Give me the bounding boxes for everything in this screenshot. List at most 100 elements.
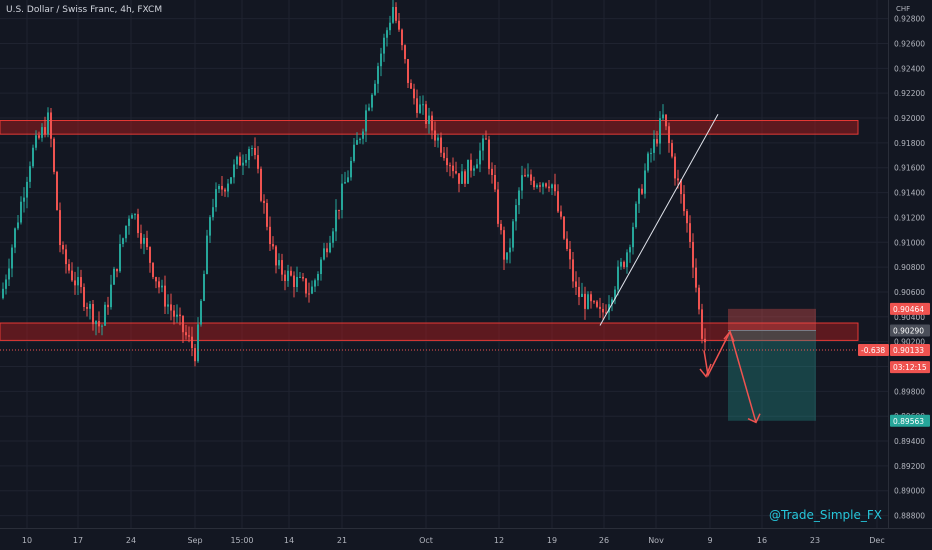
candle-body	[488, 139, 490, 169]
candle-body	[377, 66, 379, 84]
candle-body	[659, 118, 661, 144]
candle-body	[347, 177, 349, 183]
time-tick-label: Oct	[419, 536, 433, 545]
candle-body	[497, 189, 499, 224]
candle-body	[368, 107, 370, 111]
candle-body	[242, 162, 244, 166]
candle-body	[332, 231, 334, 243]
candle-body	[227, 183, 229, 192]
price-label-bg	[890, 324, 930, 337]
time-tick-label: 21	[337, 536, 347, 545]
candle-body	[503, 230, 505, 260]
candle-body	[173, 310, 175, 317]
candle-body	[182, 315, 184, 333]
candle-body	[407, 59, 409, 83]
candle-body	[683, 194, 685, 212]
candle-body	[653, 139, 655, 153]
candle-body	[656, 139, 658, 144]
time-tick-label: 17	[73, 536, 83, 545]
candle-body	[464, 171, 466, 184]
candle-body	[170, 304, 172, 311]
candle-body	[167, 304, 169, 307]
candle-body	[593, 301, 595, 303]
drawings	[0, 114, 888, 424]
candle-body	[479, 150, 481, 165]
candle-body	[662, 114, 664, 119]
candle-body	[515, 205, 517, 222]
candle-body	[449, 165, 451, 167]
candle-body	[560, 211, 562, 217]
candle-body	[302, 276, 304, 279]
candle-body	[701, 309, 703, 339]
candle-body	[365, 110, 367, 132]
candle-body	[209, 217, 211, 236]
candle-body	[107, 304, 109, 308]
candle-body	[632, 227, 634, 248]
candle-body	[668, 126, 670, 144]
candle-body	[77, 277, 79, 286]
candle-body	[362, 131, 364, 139]
candle-body	[218, 186, 220, 190]
candle-body	[272, 244, 274, 247]
candle-body	[122, 238, 124, 244]
candle-body	[590, 294, 592, 302]
time-tick-label: 24	[126, 536, 136, 545]
candle-body	[572, 259, 574, 282]
candle-body	[203, 274, 205, 301]
candle-body	[704, 338, 706, 343]
candle-body	[245, 159, 247, 163]
candle-body	[29, 166, 31, 182]
price-label-bg	[890, 414, 930, 427]
candle-body	[221, 186, 223, 190]
candle-body	[437, 137, 439, 141]
candle-body	[359, 138, 361, 141]
candle-body	[419, 104, 421, 113]
price-label[interactable]: 0.89563	[893, 417, 924, 426]
candle-body	[512, 221, 514, 248]
candle-body	[611, 299, 613, 305]
take-profit-box	[728, 330, 816, 421]
candle-body	[128, 218, 130, 226]
candle-body	[2, 288, 4, 299]
candle-body	[344, 182, 346, 184]
price-tick-label: 0.92200	[894, 89, 925, 98]
price-label[interactable]: 0.90464	[893, 305, 924, 314]
candle-body	[446, 158, 448, 166]
time-axis[interactable]: 10 17 24 Sep 15:00 14 21 Oct 12 19 26 Nov 9 16 23 Dec	[0, 528, 932, 546]
candle-body	[191, 336, 193, 349]
candle-body	[602, 308, 604, 313]
price-axis[interactable]: 0.92800 0.92600 0.92400 0.92200 0.92000 0.918…	[858, 0, 932, 550]
candle-body	[71, 270, 73, 281]
time-tick-label: 23	[810, 536, 820, 545]
time-tick-label: Dec	[869, 536, 884, 545]
price-tick-label: 0.89200	[894, 462, 925, 471]
candle-body	[194, 348, 196, 362]
price-tick-label: 0.92000	[894, 114, 925, 123]
candle-body	[290, 270, 292, 276]
candle-body	[494, 175, 496, 190]
candle-body	[56, 171, 58, 211]
time-tick-label: 12	[494, 536, 504, 545]
candle-body	[179, 314, 181, 316]
candle-body	[140, 233, 142, 244]
candle-body	[41, 127, 43, 138]
candle-body	[320, 259, 322, 275]
candle-body	[335, 209, 337, 232]
candle-body	[287, 270, 289, 281]
price-tick-label: 0.91600	[894, 164, 925, 173]
candle-body	[605, 312, 607, 314]
price-label[interactable]: 03:12:15	[893, 363, 927, 372]
candle-body	[413, 88, 415, 99]
candle-body	[410, 82, 412, 89]
price-change-bg	[858, 343, 889, 356]
price-label[interactable]: 0.90290	[893, 326, 924, 335]
candle-body	[620, 261, 622, 267]
candle-body	[65, 249, 67, 265]
candle-body	[686, 211, 688, 224]
price-label[interactable]: 0.90133	[893, 346, 924, 355]
time-tick-label: 15:00	[230, 536, 253, 545]
support-zone	[0, 322, 859, 341]
candle-body	[215, 189, 217, 208]
symbol-title[interactable]: U.S. Dollar / Swiss Franc, 4h, FXCM	[6, 5, 163, 15]
